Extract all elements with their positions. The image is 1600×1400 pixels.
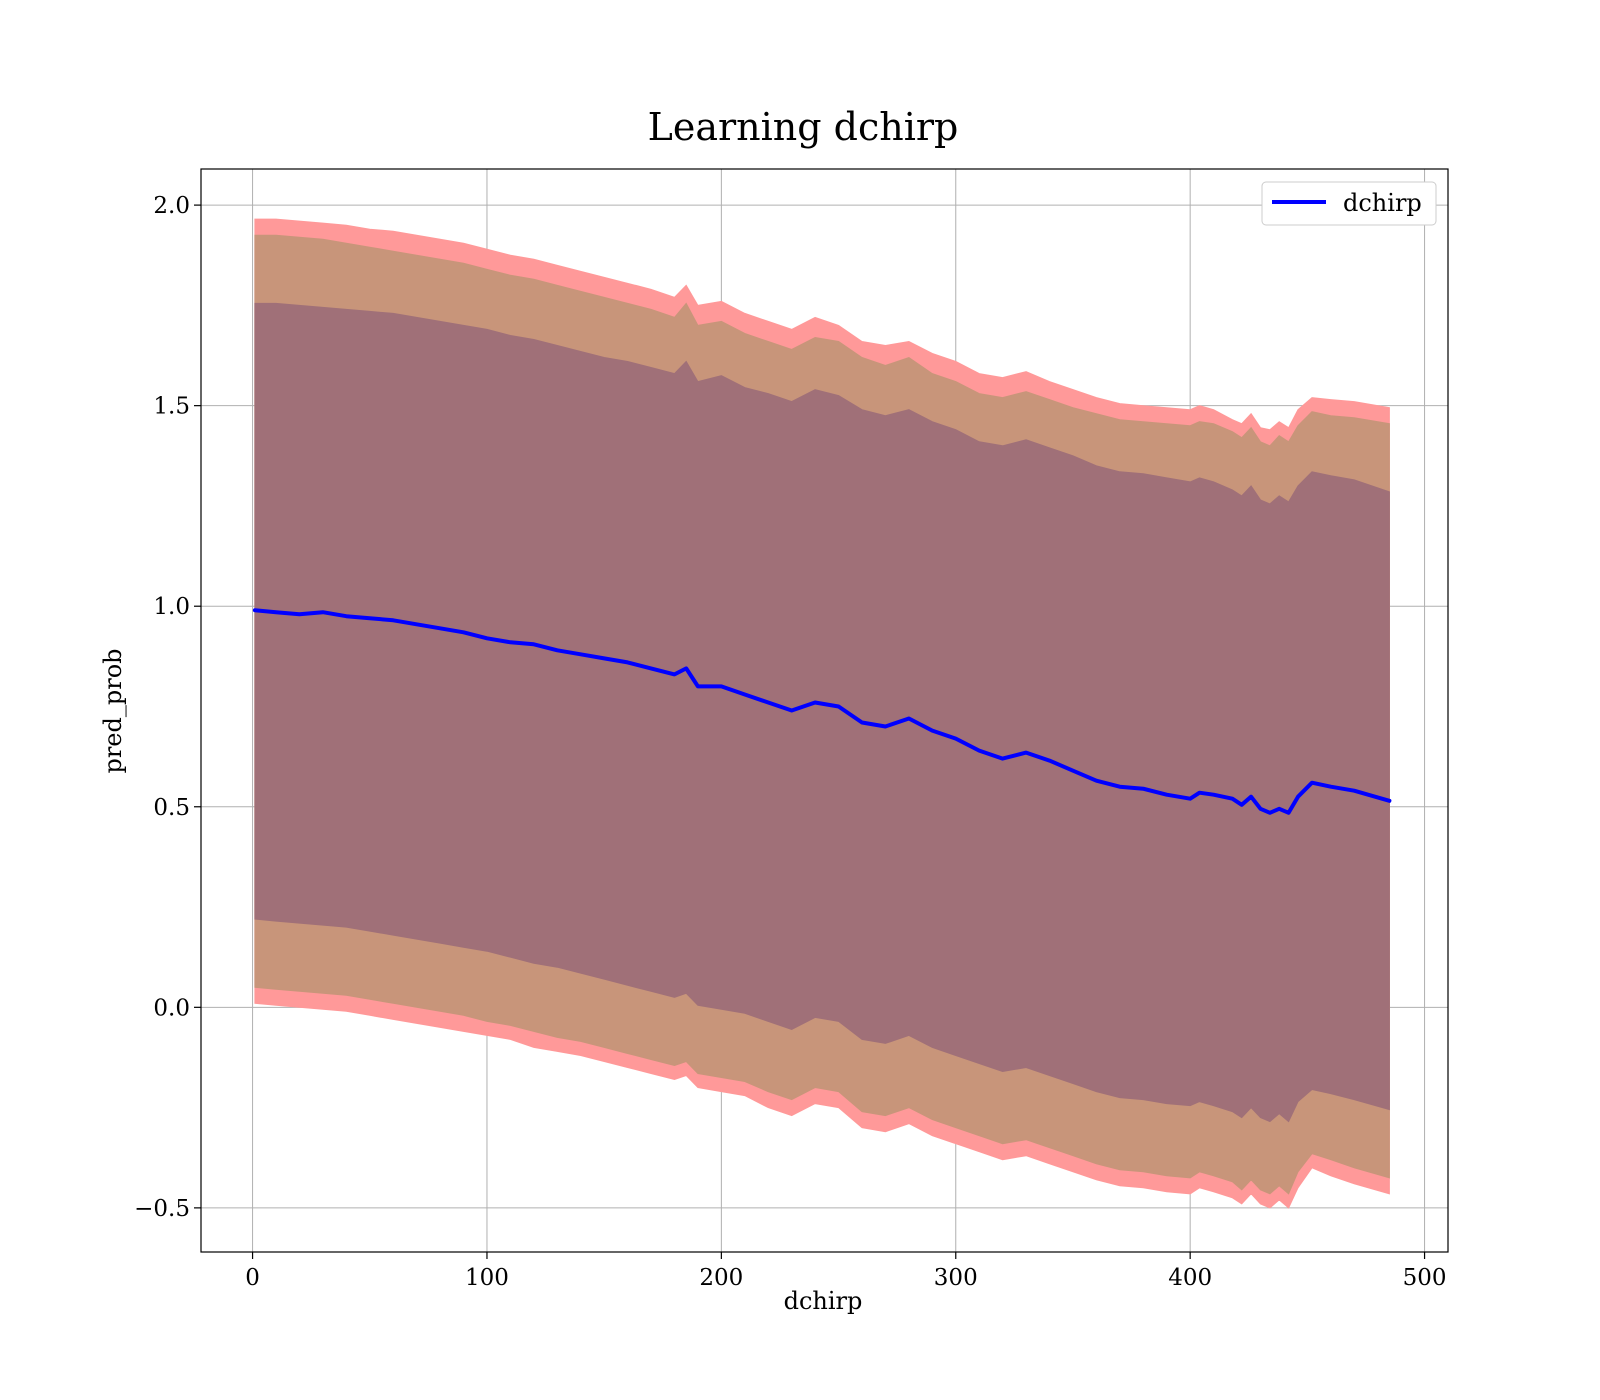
confidence-bands	[254, 218, 1390, 1209]
x-tick-label: 0	[245, 1265, 260, 1291]
y-tick-label: 0.5	[153, 795, 190, 821]
x-tick-label: 200	[699, 1265, 743, 1291]
y-axis-ticks: −0.5 0.0 0.5 1.0 1.5 2.0	[134, 193, 201, 1222]
x-axis-label: dchirp	[784, 1287, 863, 1315]
x-axis-ticks: 0 100 200 300 400 500	[245, 1252, 1447, 1291]
x-tick-label: 500	[1403, 1265, 1447, 1291]
series-line-dchirp	[252, 608, 1392, 815]
legend: dchirp	[1261, 181, 1437, 226]
x-tick-label: 400	[1168, 1265, 1212, 1291]
chart-title: Learning dchirp	[648, 105, 959, 149]
y-tick-label: −0.5	[134, 1196, 190, 1222]
y-tick-label: 0.0	[153, 995, 190, 1021]
legend-box	[1261, 181, 1437, 226]
y-tick-label: 1.5	[153, 394, 190, 420]
series-lines	[252, 608, 1392, 815]
y-tick-label: 2.0	[153, 193, 190, 219]
x-tick-label: 300	[934, 1265, 978, 1291]
x-tick-label: 100	[465, 1265, 509, 1291]
band-1sigma	[254, 302, 1390, 1123]
y-tick-label: 1.0	[153, 594, 190, 620]
y-axis-label: pred_prob	[99, 648, 127, 773]
legend-label: dchirp	[1343, 189, 1422, 217]
plot-frame	[200, 168, 1449, 1253]
